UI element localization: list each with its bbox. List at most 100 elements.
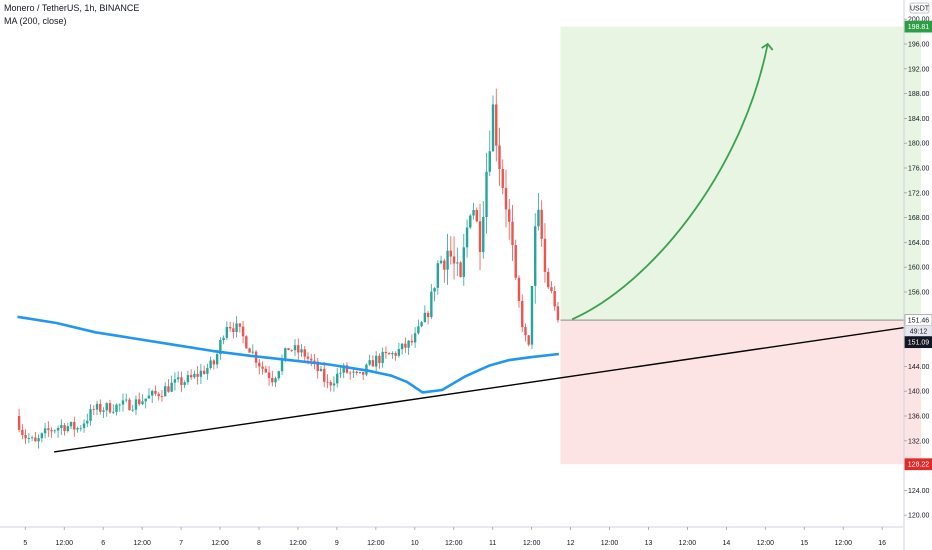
candle — [212, 360, 216, 365]
currency-badge[interactable] — [909, 2, 930, 14]
candle — [339, 372, 342, 374]
price-tick-label: 160.00 — [908, 265, 930, 272]
candle — [56, 427, 60, 431]
candle — [189, 375, 193, 378]
candle — [508, 209, 511, 222]
candle — [462, 247, 466, 277]
candle — [79, 427, 82, 429]
price-tick-label: 192.00 — [908, 66, 930, 73]
indicator-label: MA (200, close) — [4, 16, 67, 26]
candle — [524, 327, 527, 336]
candle — [105, 403, 108, 411]
candle — [290, 350, 293, 351]
candle — [475, 209, 478, 222]
candle — [66, 426, 70, 432]
candle — [277, 371, 280, 379]
candle — [433, 287, 436, 292]
candle — [47, 428, 50, 431]
candle — [456, 262, 459, 264]
arrow-head — [761, 42, 774, 51]
time-tick-label: 12:00 — [523, 540, 541, 547]
candle — [232, 328, 235, 333]
time-tick-label: 12:00 — [55, 540, 73, 547]
candle — [92, 409, 95, 411]
candle — [180, 377, 183, 385]
candle — [228, 326, 232, 329]
candle — [154, 390, 157, 394]
candle — [134, 399, 138, 410]
candle — [543, 238, 547, 272]
candle — [472, 209, 475, 216]
candle — [482, 217, 485, 252]
candle — [251, 351, 255, 353]
candle — [183, 382, 186, 385]
time-tick-label: 12:00 — [367, 540, 385, 547]
candle — [404, 343, 407, 348]
candle — [43, 428, 47, 434]
candle — [342, 365, 345, 373]
candle — [82, 423, 86, 428]
countdown-tag-label: 49:12 — [910, 329, 928, 336]
candle — [258, 362, 261, 367]
candle — [306, 356, 310, 359]
candle — [465, 227, 469, 248]
candle — [436, 263, 440, 288]
candle — [118, 404, 121, 406]
candle — [235, 323, 238, 333]
candle — [284, 348, 287, 359]
candle — [108, 403, 112, 413]
price-tick-label: 120.00 — [908, 513, 930, 520]
price-tick-label: 196.00 — [908, 42, 930, 49]
profit-zone[interactable] — [560, 26, 922, 321]
price-tick-label: 176.00 — [908, 166, 930, 173]
candle — [521, 301, 524, 328]
candle — [345, 365, 349, 373]
price-tick-label: 180.00 — [908, 141, 930, 148]
candle — [514, 245, 517, 278]
candle — [420, 322, 423, 327]
trendline[interactable] — [54, 321, 932, 453]
candle — [439, 260, 443, 264]
candle — [546, 271, 550, 288]
candle — [121, 400, 125, 405]
candle — [73, 421, 76, 430]
candle — [24, 435, 27, 439]
candle — [374, 355, 378, 367]
candle — [261, 366, 264, 369]
price-tick-label: 124.00 — [908, 488, 930, 495]
candle — [99, 403, 102, 412]
target-price-tag — [904, 20, 932, 33]
candle — [115, 404, 118, 412]
candle — [264, 368, 268, 373]
candle — [485, 171, 488, 218]
candle — [384, 351, 388, 354]
candle — [37, 438, 40, 442]
price-tick-label: 156.00 — [908, 290, 930, 297]
candle — [128, 399, 131, 411]
candle — [30, 437, 34, 439]
ma-200-line[interactable] — [17, 315, 560, 394]
candle — [530, 285, 534, 345]
currency-badge-label: USDT — [910, 6, 930, 13]
candle — [443, 260, 446, 270]
candle — [498, 145, 501, 169]
price-tick-label: 140.00 — [908, 389, 930, 396]
candle — [540, 209, 543, 239]
time-tick-label: 6 — [101, 540, 105, 547]
candle — [167, 386, 170, 392]
projection-arrow[interactable] — [571, 43, 769, 321]
candle — [358, 372, 362, 374]
candle — [297, 345, 300, 353]
candle — [371, 360, 375, 367]
candle — [69, 421, 73, 427]
loss-zone[interactable] — [560, 320, 922, 465]
candle — [355, 371, 358, 374]
candle — [17, 416, 21, 430]
candle — [378, 355, 381, 364]
time-tick-label: 12:00 — [679, 540, 697, 547]
candle — [478, 221, 482, 252]
candle — [238, 323, 242, 327]
candle — [469, 215, 472, 228]
candle — [400, 343, 404, 350]
